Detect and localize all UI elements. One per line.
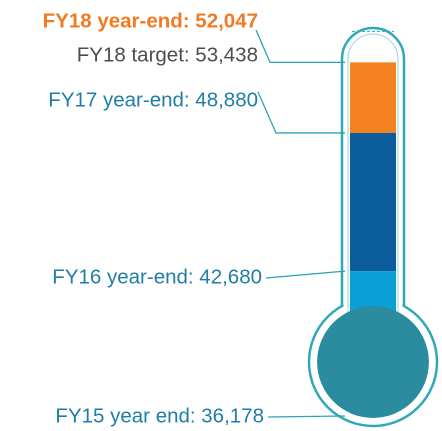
fill-segment (350, 62, 396, 133)
leader-line (255, 29, 345, 64)
target-label: FY18 target: 53,438 (77, 43, 258, 66)
fill-segment (350, 132, 396, 272)
leader-line (257, 91, 345, 134)
value-label: FY18 year-end: 52,047 (43, 9, 258, 32)
value-label: FY15 year end: 36,178 (55, 404, 264, 427)
labels: FY18 year-end: 52,047 FY17 year-end: 48,8… (43, 9, 394, 427)
thermometer-fill (317, 62, 429, 418)
leader-line (267, 415, 346, 418)
leader-line (265, 270, 346, 279)
bulb (317, 306, 429, 418)
value-label: FY17 year-end: 48,880 (48, 88, 258, 111)
value-label: FY16 year-end: 42,680 (52, 265, 262, 288)
